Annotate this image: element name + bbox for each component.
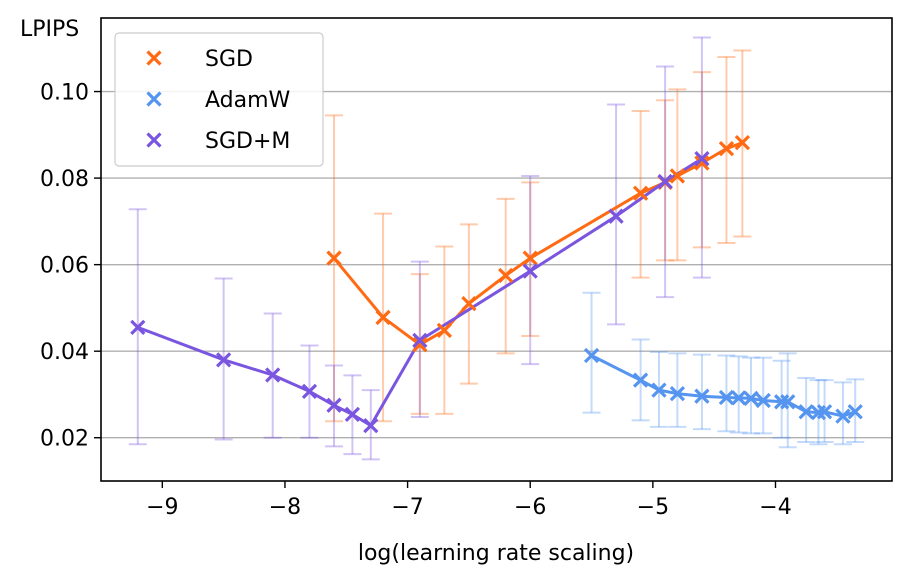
sgd-m-point (216, 352, 232, 368)
legend: SGD AdamW SGD+M (114, 32, 324, 167)
sgd-point (694, 155, 710, 171)
plot-frame (100, 17, 893, 482)
x-tick-label: −4 (759, 495, 791, 520)
sgd-point (436, 322, 453, 339)
legend-label-adamw: AdamW (205, 88, 291, 113)
sgd-m-line (137, 157, 703, 428)
sgd-point (498, 267, 514, 284)
y-axis: 0.02 0.04 0.06 0.08 0.10 (40, 81, 101, 452)
y-tick-label: 0.08 (40, 167, 89, 192)
adamw-line (590, 354, 856, 418)
adamw-point (583, 347, 600, 364)
sgd-point (718, 141, 735, 157)
adamw-point (780, 394, 796, 410)
sgd-m-point (326, 397, 342, 413)
sgd-m-point (522, 263, 538, 279)
sgd-m-point (301, 383, 318, 400)
adamw-point (816, 404, 833, 420)
sgd-m-point (344, 406, 361, 422)
sgd-m-point (130, 319, 146, 336)
legend-marker-adamw (146, 91, 162, 107)
sgd-point (522, 250, 538, 266)
y-tick-label: 0.02 (40, 427, 89, 452)
line-layer (137, 141, 856, 428)
sgd-m-point (412, 332, 428, 349)
legend-box (114, 32, 324, 167)
y-tick-label: 0.04 (40, 340, 89, 365)
x-tick-label: −9 (146, 495, 178, 520)
adamw-errorbar (833, 381, 852, 446)
adamw-errorbar (692, 353, 711, 431)
legend-marker-sgd-m (146, 132, 162, 148)
adamw-point (632, 372, 649, 388)
adamw-point (731, 390, 747, 406)
sgd-point (375, 309, 391, 326)
sgd-m-point (363, 417, 379, 434)
x-axis: −9 −8 −7 −6 −5 −4 (146, 481, 792, 520)
sgd-point (632, 185, 649, 201)
adamw-errorbar (754, 356, 773, 435)
sgd-m-point (608, 208, 624, 224)
adamw-point (743, 390, 759, 406)
adamw-errorbar (717, 354, 736, 433)
adamw-point (798, 404, 814, 420)
sgd-m-point (657, 173, 673, 190)
adamw-point (835, 408, 851, 424)
y-tick-label: 0.06 (40, 254, 89, 279)
sgd-point (412, 337, 428, 353)
adamw-point (669, 385, 686, 402)
x-tick-label: −7 (391, 495, 423, 520)
x-tick-label: −8 (269, 495, 301, 520)
adamw-errorbar (729, 355, 748, 434)
legend-label-sgd: SGD (205, 47, 253, 72)
sgd-point (669, 168, 686, 184)
adamw-point (694, 388, 710, 404)
adamw-point (847, 404, 863, 420)
sgd-point (734, 134, 751, 151)
adamw-errorbar (741, 356, 760, 435)
sgd-m-point (694, 150, 710, 167)
x-tick-label: −6 (514, 495, 546, 520)
adamw-errorbar (582, 291, 601, 414)
sgd-point (461, 295, 477, 312)
adamw-point (651, 382, 667, 398)
legend-marker-sgd (146, 50, 162, 66)
legend-label-sgd-m: SGD+M (205, 129, 290, 154)
adamw-point (773, 394, 790, 410)
adamw-point (718, 389, 735, 406)
adamw-errorbar (668, 352, 687, 428)
sgd-point (326, 250, 342, 266)
sgd-m-point (265, 367, 281, 383)
y-tick-label: 0.10 (40, 81, 89, 106)
x-tick-label: −5 (637, 495, 669, 520)
x-axis-label: log(learning rate scaling) (358, 541, 634, 566)
sgd-errorbar (325, 114, 344, 423)
adamw-point (755, 392, 771, 409)
y-axis-label: LPIPS (20, 17, 79, 42)
adamw-errorbar (772, 359, 791, 439)
marker-layer (130, 134, 863, 434)
